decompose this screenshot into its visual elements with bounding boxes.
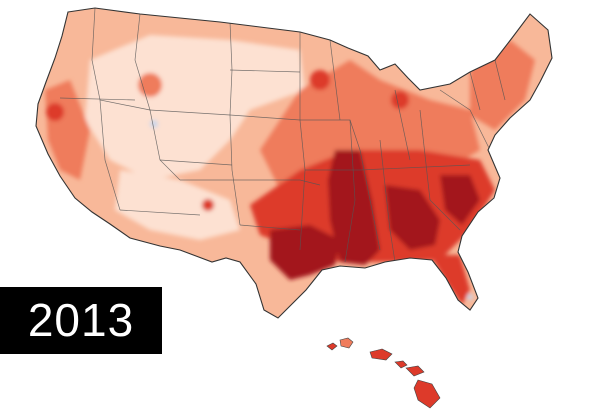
state-borders <box>59 8 506 263</box>
us-outline <box>35 7 553 319</box>
hawaii-islands <box>326 337 441 409</box>
year-label: 2013 <box>0 287 162 354</box>
